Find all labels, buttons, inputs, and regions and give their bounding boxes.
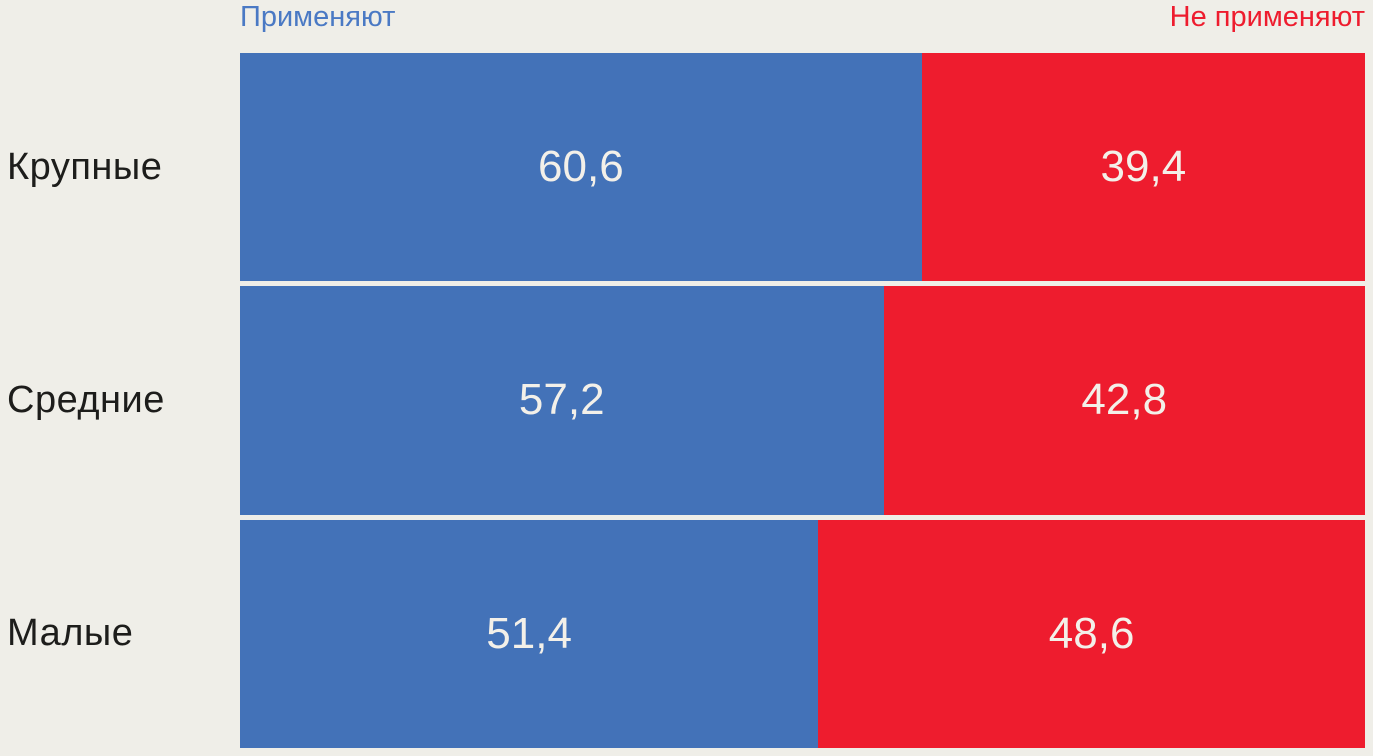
legend-item-apply: Применяют — [240, 1, 396, 33]
value-label: 42,8 — [1081, 375, 1168, 425]
bar-segment-not-apply: 39,4 — [921, 53, 1365, 282]
bar-segment-not-apply: 48,6 — [818, 519, 1365, 748]
bar-track: 51,4 48,6 — [240, 519, 1365, 748]
bar-track: 57,2 42,8 — [240, 286, 1365, 515]
bar-row-krupnye: Крупные 60,6 39,4 — [0, 53, 1373, 282]
category-label-krupnye: Крупные — [7, 145, 163, 188]
value-label: 39,4 — [1100, 142, 1187, 192]
legend-item-not-apply: Не применяют — [1169, 1, 1365, 33]
value-label: 57,2 — [518, 375, 605, 425]
bar-row-malye: Малые 51,4 48,6 — [0, 519, 1373, 748]
bar-track: 60,6 39,4 — [240, 53, 1365, 282]
category-label-srednie: Средние — [7, 378, 165, 421]
bar-row-srednie: Средние 57,2 42,8 — [0, 286, 1373, 515]
bar-segment-apply: 60,6 — [240, 53, 922, 282]
bar-segment-apply: 57,2 — [240, 286, 884, 515]
value-label: 60,6 — [538, 142, 624, 192]
value-label: 51,4 — [486, 608, 572, 658]
bar-segment-not-apply: 42,8 — [883, 286, 1365, 515]
category-label-malye: Малые — [7, 612, 134, 655]
bar-rows: Крупные 60,6 39,4 Средние 57,2 42,8 — [0, 53, 1373, 748]
value-label: 48,6 — [1048, 608, 1135, 658]
chart-legend: Применяют Не применяют — [240, 1, 1365, 53]
bar-segment-apply: 51,4 — [240, 519, 819, 748]
